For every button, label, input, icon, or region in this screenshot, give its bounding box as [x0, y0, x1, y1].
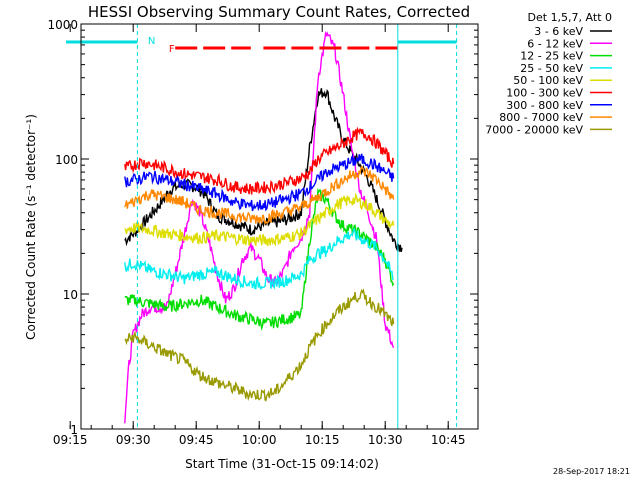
- y-tick-label: 10: [63, 288, 78, 302]
- legend-label: 25 - 50 keV: [520, 62, 583, 75]
- y-tick-label: 1000: [47, 18, 78, 32]
- annotation-label: F: [169, 44, 175, 55]
- legend-label: 50 - 100 keV: [513, 74, 583, 87]
- x-tick-label: 10:45: [431, 433, 466, 447]
- x-tick-label: 10:30: [368, 433, 403, 447]
- series-line-2: [124, 187, 395, 331]
- legend-label: 12 - 25 keV: [520, 50, 583, 63]
- legend-label: 3 - 6 keV: [534, 25, 583, 38]
- x-tick-label: 09:45: [179, 433, 214, 447]
- legend-label: 300 - 800 keV: [506, 99, 583, 112]
- legend-label: 100 - 300 keV: [506, 87, 583, 100]
- series-line-6: [124, 153, 395, 212]
- plot-frame: [80, 23, 479, 430]
- x-tick-label: 10:00: [242, 433, 277, 447]
- y-axis-label: Corrected Count Rate (s⁻¹ detector⁻¹): [24, 114, 38, 340]
- x-tick-label: 09:30: [116, 433, 151, 447]
- y-tick-label: 100: [55, 153, 78, 167]
- chart-title: HESSI Observing Summary Count Rates, Cor…: [88, 3, 470, 21]
- x-axis-label: Start Time (31-Oct-15 09:14:02): [185, 457, 379, 471]
- legend-label: 800 - 7000 keV: [499, 111, 583, 124]
- series-line-5: [124, 126, 395, 195]
- series-line-0: [124, 88, 403, 253]
- series-line-3: [124, 227, 394, 291]
- legend-header: Det 1,5,7, Att 0: [528, 11, 612, 24]
- x-tick-label: 10:15: [305, 433, 340, 447]
- axis-ticks: 09:15 09:30 09:45 10:00 10:15 10:30 10:45 1 10 10…: [47, 18, 478, 447]
- annotation-label: N: [148, 36, 155, 47]
- footer-date: 28-Sep-2017 18:21: [553, 467, 630, 476]
- series-line-8: [124, 288, 395, 402]
- y-tick-label: 1: [70, 423, 78, 437]
- plot-marks: NF: [66, 24, 458, 429]
- x-tick-label: 09:15: [53, 433, 88, 447]
- series-line-1: [124, 30, 395, 424]
- legend-label: 7000 - 20000 keV: [485, 123, 583, 136]
- series-line-7: [124, 166, 395, 226]
- legend-label: 6 - 12 keV: [527, 37, 583, 50]
- series-line-4: [124, 192, 395, 248]
